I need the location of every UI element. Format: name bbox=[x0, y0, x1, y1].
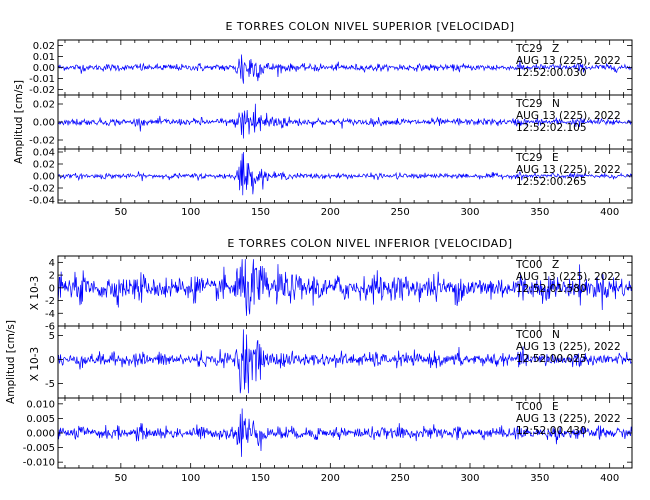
y-tick-label: 0.010 bbox=[26, 399, 55, 410]
waveform-line bbox=[58, 329, 632, 394]
y-axis-label: Amplitud [cm/s] bbox=[5, 320, 17, 404]
component-label: Z bbox=[552, 259, 559, 271]
x-tick-label: 350 bbox=[530, 207, 549, 218]
station-label: TC00 bbox=[515, 259, 543, 271]
station-label: TC29 bbox=[515, 98, 543, 110]
y-tick-label: 0.02 bbox=[33, 160, 55, 171]
component-label: E bbox=[552, 152, 559, 164]
time-label: 12:52:02.105 bbox=[516, 122, 587, 134]
x-tick-label: 250 bbox=[391, 473, 410, 484]
x-tick-label: 300 bbox=[460, 473, 479, 484]
y-tick-label: -5 bbox=[45, 379, 55, 390]
station-label: TC00 bbox=[515, 329, 543, 341]
y-tick-label: 0.000 bbox=[26, 429, 55, 440]
chart-title: E TORRES COLON NIVEL SUPERIOR [VELOCIDAD… bbox=[225, 20, 514, 33]
x-tick-label: 50 bbox=[114, 207, 127, 218]
date-label: AUG 13 (225), 2022 bbox=[516, 164, 621, 176]
x-tick-label: 250 bbox=[391, 207, 410, 218]
x-tick-label: 150 bbox=[251, 473, 270, 484]
y-tick-label: -0.02 bbox=[29, 184, 55, 195]
x-tick-label: 100 bbox=[181, 207, 200, 218]
y-tick-label: 5 bbox=[49, 331, 55, 342]
waveform-line bbox=[58, 103, 632, 139]
chart-title: E TORRES COLON NIVEL INFERIOR [VELOCIDAD… bbox=[227, 237, 512, 250]
date-label: AUG 13 (225), 2022 bbox=[516, 55, 621, 67]
x-tick-label: 400 bbox=[600, 473, 619, 484]
time-label: 12:52:00.025 bbox=[516, 353, 587, 365]
time-label: 12:52:00.265 bbox=[516, 176, 587, 188]
date-label: AUG 13 (225), 2022 bbox=[516, 413, 621, 425]
component-label: E bbox=[552, 401, 559, 413]
y-tick-label: 0.00 bbox=[33, 172, 55, 183]
y-tick-label: 0.01 bbox=[33, 52, 55, 63]
time-label: 12:52:00.030 bbox=[516, 67, 587, 79]
x-tick-label: 200 bbox=[321, 473, 340, 484]
x-tick-label: 50 bbox=[114, 473, 127, 484]
y-tick-label: -2 bbox=[45, 296, 55, 307]
component-label: N bbox=[552, 98, 560, 110]
chart-panel-2: E TORRES COLON NIVEL INFERIOR [VELOCIDAD… bbox=[5, 237, 633, 484]
y-tick-label: 0 bbox=[49, 283, 55, 294]
date-label: AUG 13 (225), 2022 bbox=[516, 271, 621, 283]
waveform-line bbox=[58, 54, 632, 84]
station-label: TC00 bbox=[515, 401, 543, 413]
y-tick-label: 0.00 bbox=[33, 63, 55, 74]
waveform-line bbox=[58, 259, 632, 316]
scale-factor-label: X 10-3 bbox=[29, 276, 41, 310]
y-tick-label: 0 bbox=[49, 355, 55, 366]
time-label: 12:52:01.580 bbox=[516, 283, 587, 295]
date-label: AUG 13 (225), 2022 bbox=[516, 110, 621, 122]
x-tick-label: 300 bbox=[460, 207, 479, 218]
y-axis-label: Amplitud [cm/s] bbox=[13, 80, 25, 164]
y-tick-label: -0.04 bbox=[29, 196, 55, 207]
station-label: TC29 bbox=[515, 152, 543, 164]
scale-factor-label: X 10-3 bbox=[29, 347, 41, 381]
y-tick-label: -0.02 bbox=[29, 136, 55, 147]
y-tick-label: -6 bbox=[45, 322, 55, 333]
x-tick-label: 100 bbox=[181, 473, 200, 484]
y-tick-label: 0.00 bbox=[33, 118, 55, 129]
waveform-line bbox=[58, 408, 632, 457]
x-tick-label: 350 bbox=[530, 473, 549, 484]
y-tick-label: 4 bbox=[49, 258, 55, 269]
x-tick-label: 150 bbox=[251, 207, 270, 218]
waveform-line bbox=[58, 151, 632, 196]
x-tick-label: 200 bbox=[321, 207, 340, 218]
x-tick-label: 400 bbox=[600, 207, 619, 218]
component-label: Z bbox=[552, 43, 559, 55]
y-tick-label: 0.02 bbox=[33, 100, 55, 111]
station-label: TC29 bbox=[515, 43, 543, 55]
y-tick-label: -0.005 bbox=[23, 443, 55, 454]
y-tick-label: -0.02 bbox=[29, 85, 55, 96]
y-tick-label: 0.005 bbox=[26, 414, 55, 425]
date-label: AUG 13 (225), 2022 bbox=[516, 341, 621, 353]
time-label: 12:52:00.430 bbox=[516, 425, 587, 437]
component-label: N bbox=[552, 329, 560, 341]
y-tick-label: 2 bbox=[49, 271, 55, 282]
y-tick-label: -4 bbox=[45, 309, 55, 320]
y-tick-label: -0.010 bbox=[23, 458, 55, 469]
y-tick-label: -0.01 bbox=[29, 74, 55, 85]
chart-panel-1: E TORRES COLON NIVEL SUPERIOR [VELOCIDAD… bbox=[13, 20, 633, 218]
y-tick-label: 0.02 bbox=[33, 41, 55, 52]
y-tick-label: 0.04 bbox=[33, 148, 55, 159]
